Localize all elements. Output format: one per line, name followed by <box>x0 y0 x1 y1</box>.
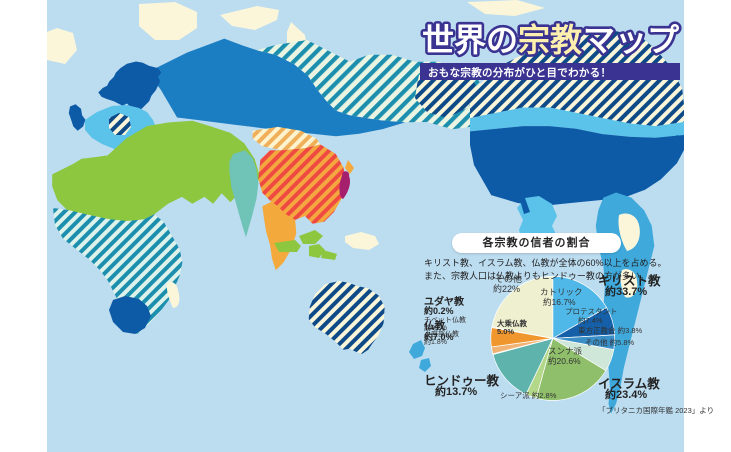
svg-text:宗教: 宗教 <box>518 22 582 58</box>
svg-text:世界の: 世界の <box>422 22 518 58</box>
svg-text:マップ: マップ <box>583 22 680 58</box>
